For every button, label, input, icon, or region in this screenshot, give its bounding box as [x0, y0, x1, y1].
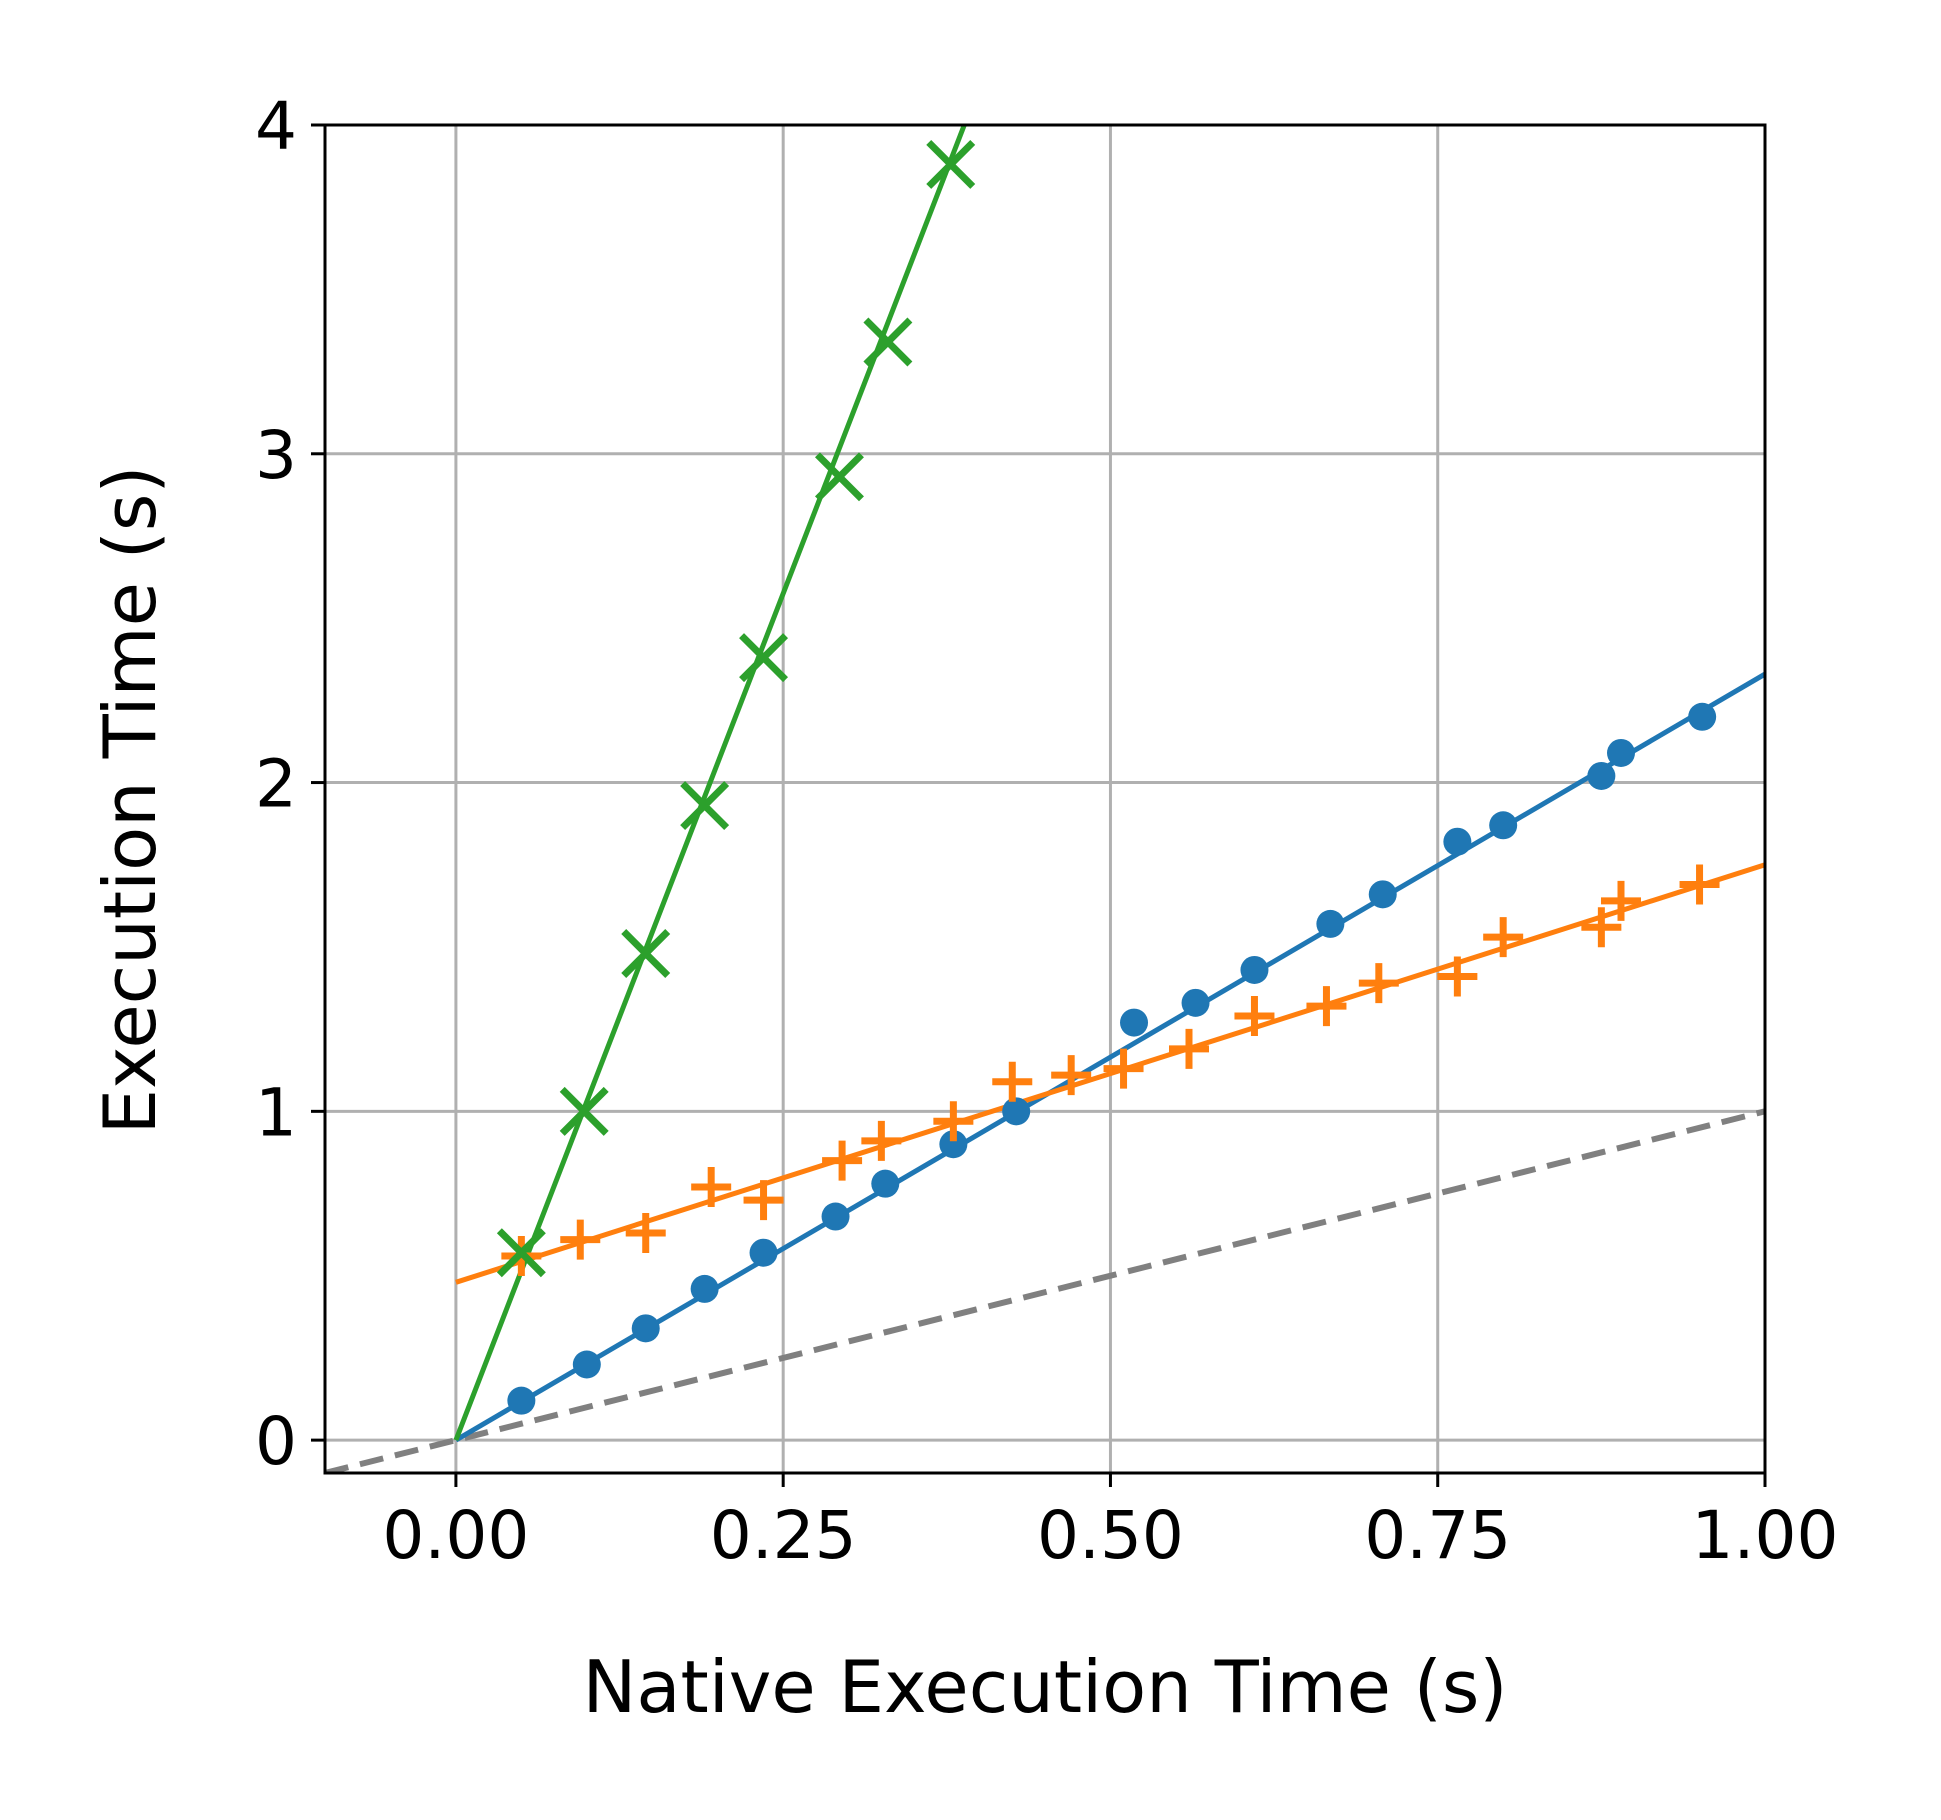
data-point-s1-17 — [1587, 761, 1616, 790]
plot-frame — [323, 123, 1767, 1475]
data-point-s1-4 — [690, 1274, 719, 1303]
data-point-s2-11 — [1103, 1048, 1144, 1089]
data-point-s1-19 — [1688, 702, 1717, 731]
data-point-s2-9 — [992, 1061, 1033, 1102]
y-tick-label: 3 — [255, 417, 297, 494]
data-markers — [496, 139, 1720, 1415]
data-point-s3-2 — [559, 1086, 609, 1136]
x-tick-label: 0.75 — [1364, 1497, 1511, 1574]
data-point-s2-4 — [691, 1166, 732, 1207]
data-point-s2-8 — [933, 1101, 974, 1142]
data-point-s1-2 — [572, 1350, 601, 1379]
data-point-s1-12 — [1240, 955, 1269, 984]
y-tick-label: 2 — [255, 746, 297, 823]
y-tick-label: 4 — [255, 88, 297, 165]
data-point-s3-1 — [496, 1228, 546, 1278]
data-point-s1-18 — [1607, 738, 1635, 767]
data-point-s1-5 — [749, 1238, 778, 1267]
data-point-s2-15 — [1358, 963, 1399, 1004]
y-tick-label: 1 — [255, 1074, 297, 1151]
x-tick-label: 0.50 — [1037, 1497, 1184, 1574]
data-point-s1-14 — [1368, 880, 1397, 909]
data-point-s1-7 — [871, 1169, 900, 1198]
data-point-s1-8 — [939, 1130, 968, 1159]
data-point-s3-3 — [621, 929, 671, 979]
data-point-s2-12 — [1169, 1028, 1209, 1069]
x-axis-label: Native Execution Time (s) — [583, 1645, 1508, 1729]
data-point-s3-5 — [739, 633, 789, 683]
data-point-s1-3 — [631, 1314, 660, 1343]
fit-line-series-1 — [454, 671, 1765, 1443]
reference-line-y-equals-x — [325, 1108, 1765, 1473]
y-axis-ticks: 0 1 2 3 4 — [255, 88, 325, 1480]
data-point-s3-7 — [863, 317, 913, 367]
data-point-s2-17 — [1483, 917, 1524, 958]
data-point-s2-6 — [822, 1140, 863, 1181]
x-tick-label: 0.00 — [382, 1497, 529, 1574]
fit-lines — [453, 125, 1765, 1443]
reference-line — [325, 1108, 1765, 1473]
data-point-s1-9 — [1002, 1097, 1031, 1126]
y-tick-label: 0 — [255, 1403, 297, 1480]
fit-line-series-2 — [455, 862, 1765, 1285]
data-point-s2-7 — [861, 1120, 902, 1161]
data-point-s1-11 — [1181, 988, 1210, 1017]
data-point-s1-6 — [821, 1202, 850, 1231]
data-point-s1-13 — [1316, 909, 1345, 938]
data-point-s2-20 — [1679, 864, 1720, 905]
data-point-s2-18 — [1581, 907, 1622, 948]
data-point-s3-6 — [814, 452, 864, 502]
data-point-s2-19 — [1601, 880, 1641, 921]
data-point-s1-15 — [1443, 827, 1472, 856]
x-tick-label: 0.25 — [710, 1497, 857, 1574]
data-point-s3-4 — [680, 781, 730, 831]
data-point-s1-16 — [1489, 811, 1518, 840]
data-point-s1-1 — [507, 1386, 536, 1415]
data-point-s2-3 — [625, 1212, 666, 1253]
y-axis-label: Execution Time (s) — [88, 466, 172, 1135]
fit-line-series-3 — [453, 125, 967, 1442]
data-point-s1-10 — [1120, 1008, 1149, 1037]
data-point-s2-2 — [560, 1219, 601, 1260]
x-tick-label: 1.00 — [1692, 1497, 1839, 1574]
data-point-s2-14 — [1306, 986, 1347, 1027]
data-point-s2-5 — [743, 1180, 784, 1221]
data-point-s2-13 — [1234, 995, 1275, 1036]
data-point-s3-8 — [926, 139, 976, 189]
data-point-s2-16 — [1437, 956, 1478, 997]
x-axis-ticks: 0.00 0.25 0.50 0.75 1.00 — [382, 1473, 1838, 1574]
data-point-s2-10 — [1051, 1055, 1092, 1096]
